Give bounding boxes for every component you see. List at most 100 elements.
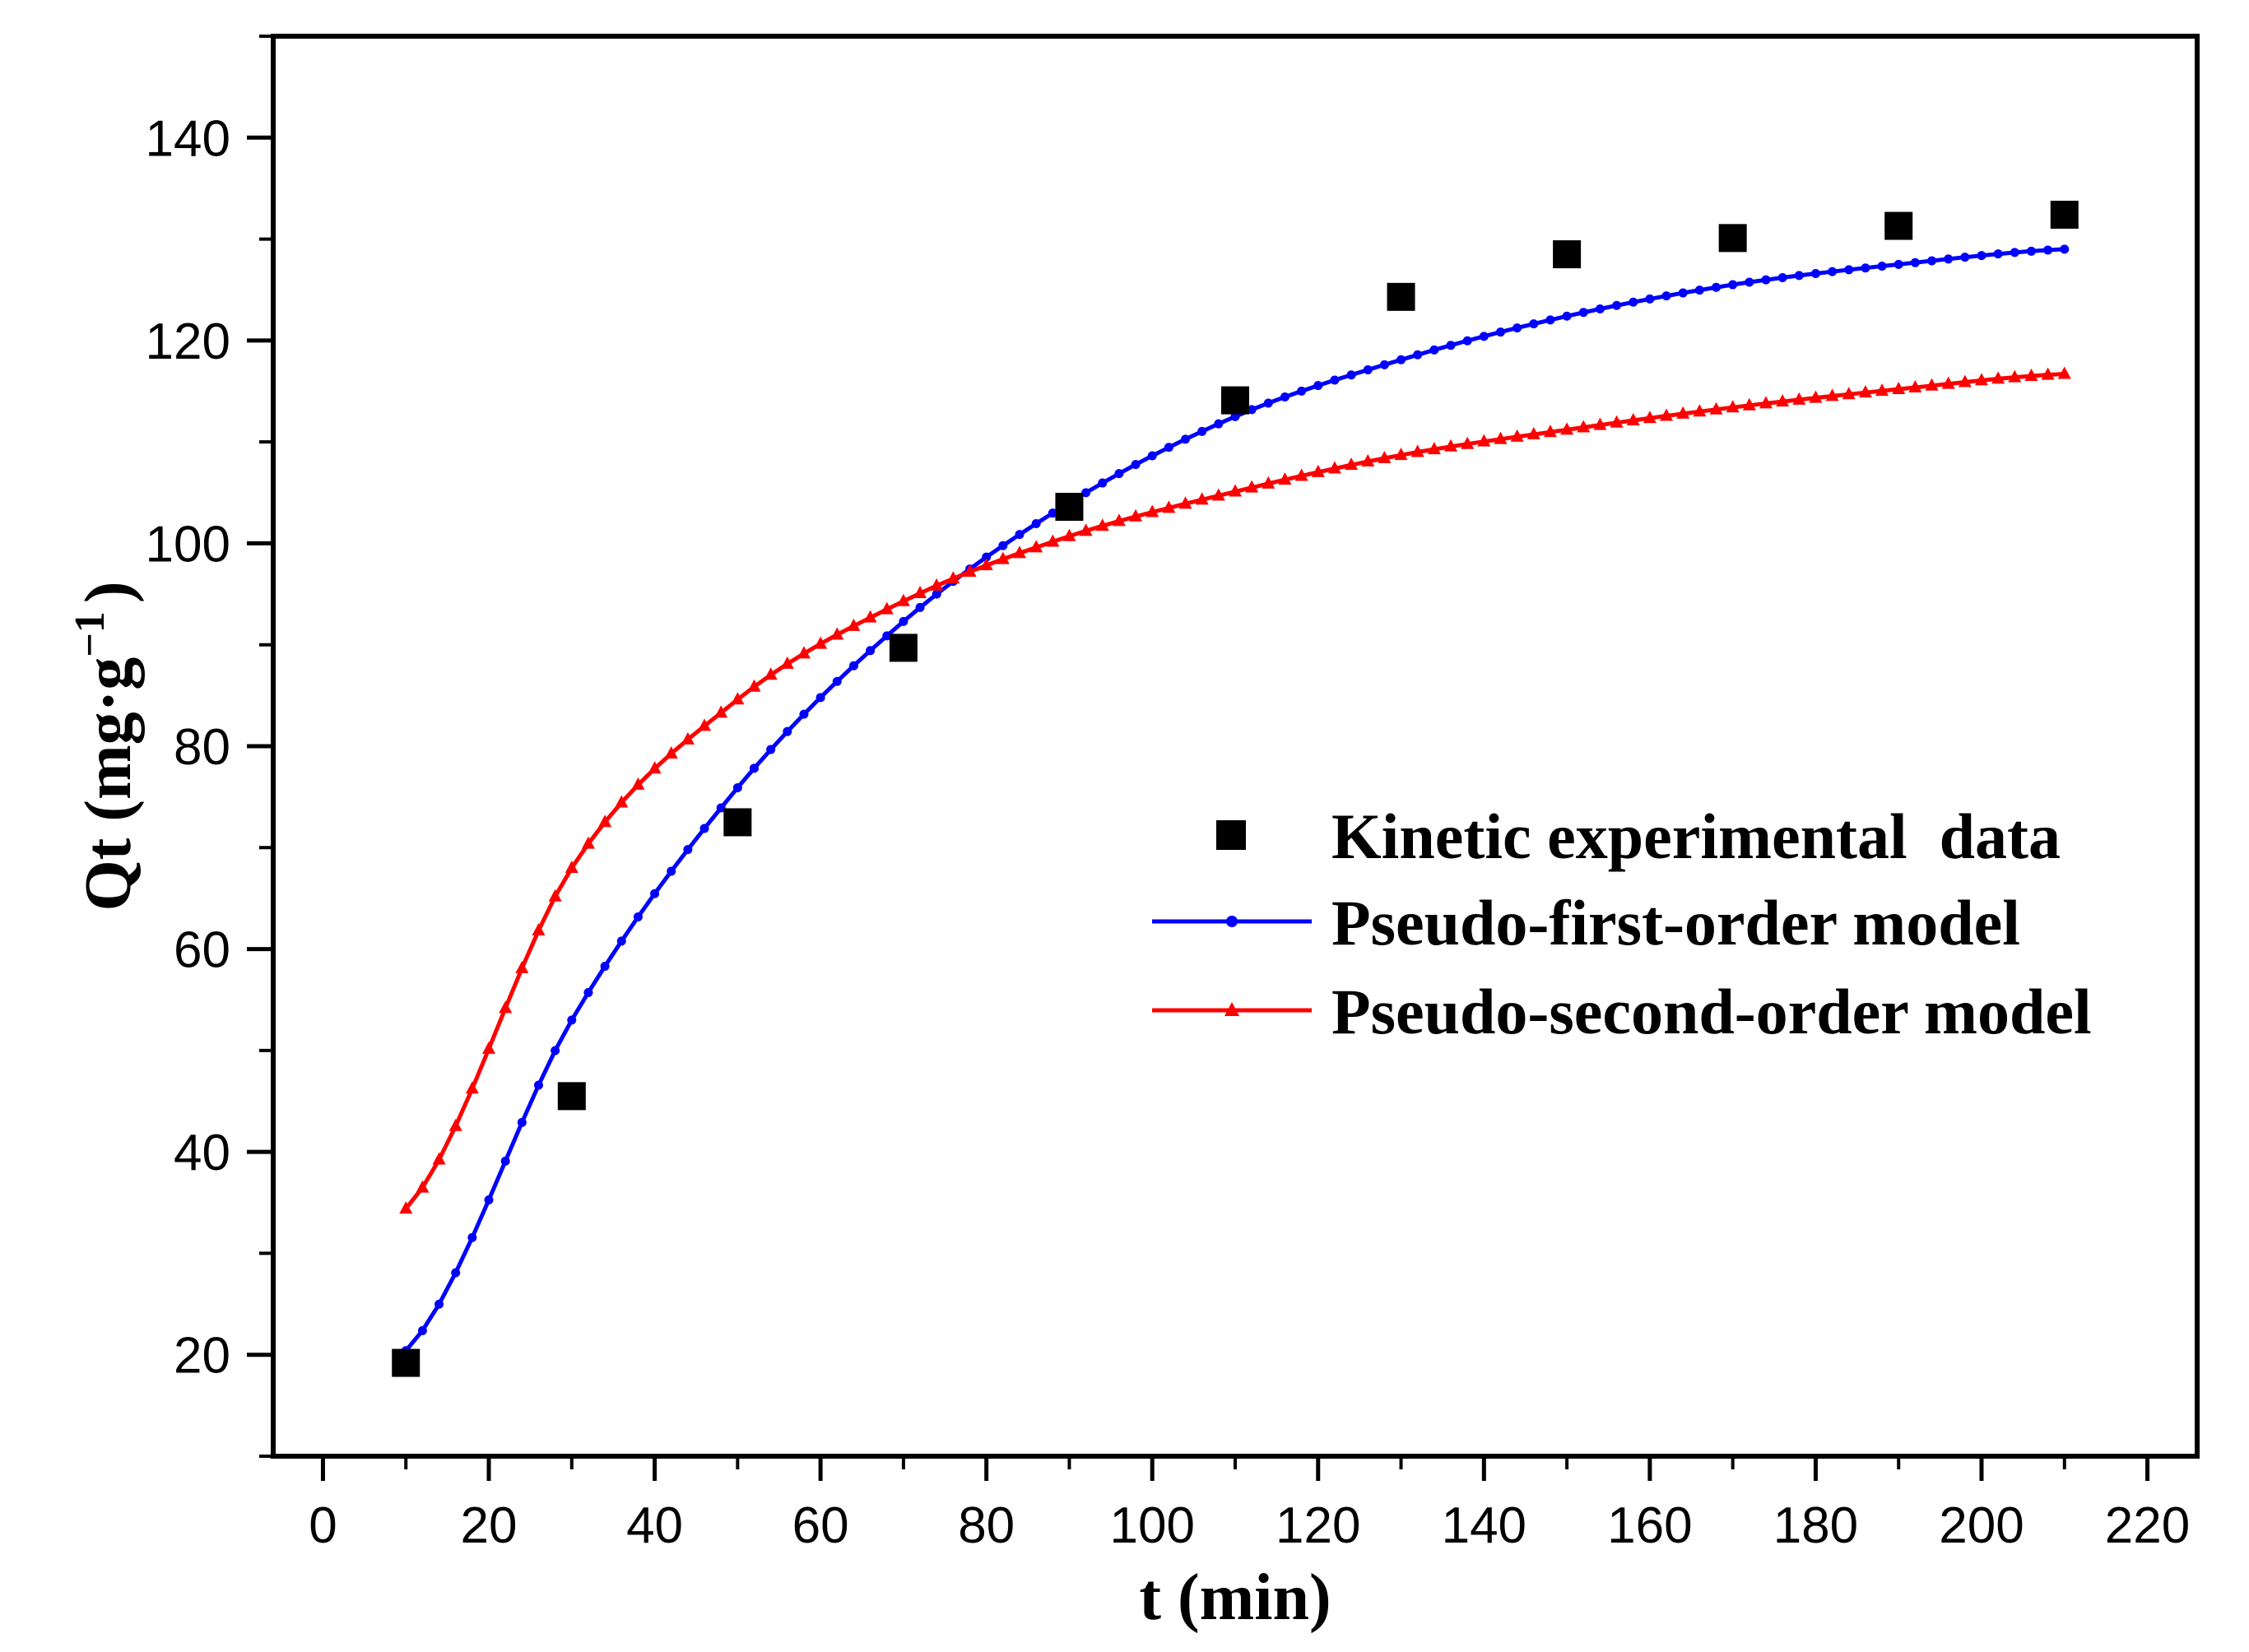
model-point <box>799 709 809 719</box>
model-point <box>1278 472 1292 485</box>
model-point <box>930 578 944 591</box>
model-point <box>434 1299 444 1309</box>
y-tick-label: 40 <box>174 1125 230 1181</box>
model-point <box>1131 460 1141 470</box>
model-point <box>600 961 610 971</box>
model-point <box>1660 408 1674 421</box>
model-point <box>1112 513 1126 527</box>
model-point <box>1062 528 1076 541</box>
model-point <box>2010 248 2019 258</box>
model-point <box>1245 480 1259 493</box>
model-point <box>1626 412 1640 425</box>
model-point <box>1562 311 1572 321</box>
model-point <box>1346 370 1356 380</box>
model-point <box>515 960 529 973</box>
model-point <box>830 627 844 640</box>
model-point <box>1294 468 1308 481</box>
model-point <box>1694 285 1704 295</box>
model-point <box>1825 388 1839 401</box>
model-point <box>1095 518 1109 531</box>
model-point <box>681 731 695 745</box>
model-point <box>631 777 645 790</box>
model-point <box>432 1152 446 1165</box>
model-point <box>1510 429 1524 442</box>
model-point <box>1495 327 1505 337</box>
model-point <box>1015 530 1025 540</box>
model-point <box>1693 404 1707 417</box>
x-tick-label: 40 <box>626 1497 683 1554</box>
model-point <box>2043 245 2053 255</box>
model-point <box>1313 381 1323 391</box>
legend-label: Pseudo-first-order model <box>1331 887 2020 958</box>
model-point <box>847 618 861 631</box>
model-point <box>1595 304 1605 313</box>
model-point <box>650 889 660 898</box>
model-point <box>2026 246 2036 256</box>
x-axis-title: t (min) <box>1139 1562 1331 1634</box>
model-point <box>882 631 892 641</box>
x-tick-label: 160 <box>1607 1497 1692 1554</box>
model-point <box>1330 375 1340 385</box>
x-tick-label: 180 <box>1773 1497 1858 1554</box>
model-point <box>551 1046 560 1056</box>
model-point <box>1776 394 1790 407</box>
model-point <box>766 745 776 754</box>
data-point <box>2050 200 2079 229</box>
data-point <box>1553 240 1582 269</box>
model-point <box>932 589 941 599</box>
series-pseudo-second-order <box>399 366 2071 1214</box>
model-point <box>780 656 794 669</box>
model-point <box>1214 419 1224 429</box>
model-point <box>832 676 842 686</box>
model-point <box>1114 469 1124 479</box>
model-point <box>616 936 626 946</box>
model-point <box>1512 323 1522 333</box>
data-point <box>1055 493 1084 522</box>
model-point <box>2041 367 2055 380</box>
model-point <box>1993 249 2003 259</box>
legend-label: Pseudo-second-order model <box>1331 976 2092 1047</box>
model-point <box>1892 382 1906 395</box>
model-point <box>982 552 992 562</box>
model-point <box>899 616 908 626</box>
model-point <box>1262 476 1276 489</box>
model-point <box>1444 439 1458 452</box>
y-tick-label: 80 <box>174 719 230 776</box>
legend-item: Kinetic experimental data <box>1216 800 2061 872</box>
model-point <box>1363 364 1373 374</box>
model-point <box>1446 341 1456 350</box>
model-point <box>946 571 960 584</box>
model-point <box>667 866 676 876</box>
data-point <box>1718 224 1747 253</box>
model-curve-line <box>404 372 2065 1210</box>
model-point <box>750 763 759 773</box>
model-point <box>451 1268 461 1278</box>
model-point <box>1211 488 1225 501</box>
model-point <box>1908 379 1922 392</box>
model-point <box>1974 373 1988 386</box>
model-point <box>499 1000 513 1014</box>
model-point <box>963 564 977 578</box>
model-point <box>1593 417 1607 430</box>
model-point <box>1676 406 1690 419</box>
model-point <box>1247 405 1257 415</box>
model-point <box>683 845 693 855</box>
model-point <box>1048 508 1057 518</box>
y-tick-label: 20 <box>174 1328 230 1385</box>
model-point <box>1461 436 1475 449</box>
data-point <box>723 808 752 837</box>
model-point <box>1927 256 1937 266</box>
model-point <box>998 541 1008 550</box>
model-point <box>1195 492 1209 505</box>
model-point <box>565 860 579 873</box>
model-point <box>1861 263 1870 273</box>
model-point <box>880 601 894 615</box>
y-tick-label: 120 <box>146 313 230 370</box>
legend: Kinetic experimental data Pseudo-first-or… <box>1152 800 2092 1047</box>
legend-label: Kinetic experimental data <box>1331 800 2061 872</box>
model-point <box>1809 390 1823 403</box>
model-point <box>747 679 761 692</box>
model-point <box>698 718 712 731</box>
model-point <box>1297 386 1307 396</box>
